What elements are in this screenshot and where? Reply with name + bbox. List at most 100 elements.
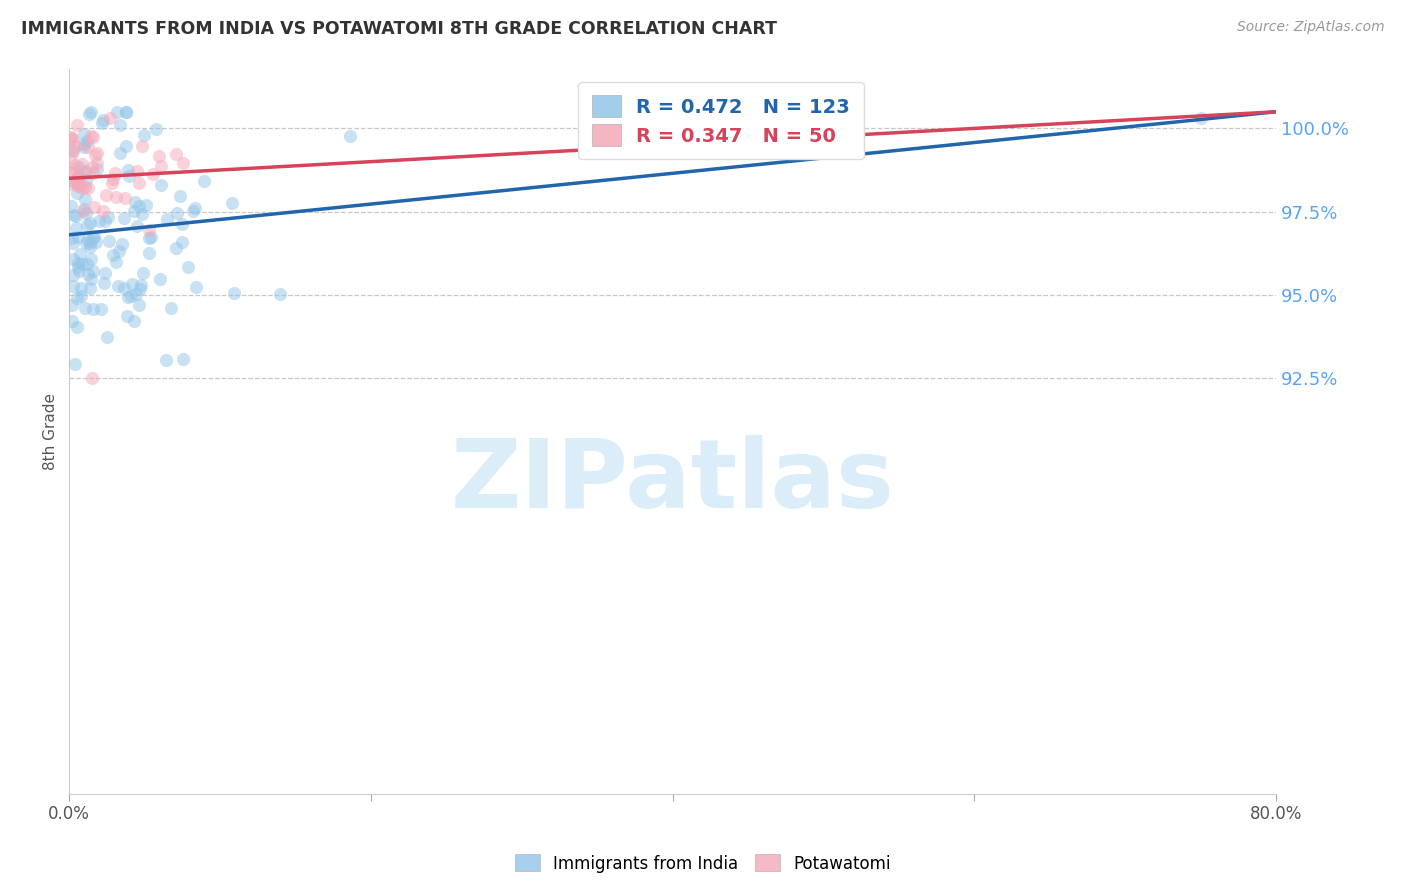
Point	[148, 149, 170, 163]
Point	[65, 158, 87, 172]
Point	[91, 112, 114, 127]
Point	[66, 118, 89, 132]
Legend: R = 0.472   N = 123, R = 0.347   N = 50: R = 0.472 N = 123, R = 0.347 N = 50	[578, 82, 863, 160]
Point	[62, 279, 84, 293]
Point	[112, 211, 135, 225]
Point	[142, 168, 165, 182]
Y-axis label: 8th Grade: 8th Grade	[44, 392, 58, 469]
Point	[139, 230, 162, 244]
Point	[118, 169, 141, 183]
Point	[107, 279, 129, 293]
Point	[70, 157, 93, 171]
Point	[73, 137, 96, 152]
Point	[80, 104, 103, 119]
Point	[60, 314, 83, 328]
Point	[122, 314, 145, 328]
Point	[76, 134, 98, 148]
Point	[75, 164, 97, 178]
Point	[83, 228, 105, 243]
Point	[75, 192, 97, 206]
Point	[128, 199, 150, 213]
Point	[75, 235, 97, 250]
Point	[86, 156, 108, 170]
Point	[166, 205, 188, 219]
Point	[67, 160, 90, 174]
Point	[155, 352, 177, 367]
Point	[63, 208, 86, 222]
Point	[97, 210, 120, 224]
Point	[156, 212, 179, 227]
Point	[145, 122, 167, 136]
Point	[60, 230, 83, 244]
Point	[93, 276, 115, 290]
Point	[98, 234, 121, 248]
Point	[89, 301, 111, 316]
Point	[63, 174, 86, 188]
Point	[129, 277, 152, 292]
Point	[65, 357, 87, 371]
Point	[75, 180, 97, 194]
Point	[66, 171, 89, 186]
Point	[75, 206, 97, 220]
Point	[66, 186, 89, 201]
Text: IMMIGRANTS FROM INDIA VS POTAWATOMI 8TH GRADE CORRELATION CHART: IMMIGRANTS FROM INDIA VS POTAWATOMI 8TH …	[21, 20, 778, 37]
Point	[60, 150, 83, 164]
Point	[117, 163, 139, 178]
Point	[138, 245, 160, 260]
Point	[62, 252, 84, 266]
Point	[84, 235, 107, 249]
Point	[67, 178, 90, 193]
Point	[111, 236, 134, 251]
Point	[84, 148, 107, 162]
Point	[131, 266, 153, 280]
Point	[77, 268, 100, 282]
Point	[224, 286, 246, 301]
Point	[65, 209, 87, 223]
Point	[79, 129, 101, 144]
Point	[93, 203, 115, 218]
Point	[105, 104, 128, 119]
Point	[76, 257, 98, 271]
Point	[149, 272, 172, 286]
Point	[60, 164, 83, 178]
Point	[83, 200, 105, 214]
Point	[125, 286, 148, 301]
Point	[62, 143, 84, 157]
Point	[159, 301, 181, 316]
Point	[80, 252, 103, 266]
Point	[149, 178, 172, 193]
Point	[105, 189, 128, 203]
Point	[169, 189, 191, 203]
Point	[60, 177, 83, 191]
Point	[73, 127, 96, 141]
Point	[128, 298, 150, 312]
Point	[80, 161, 103, 175]
Point	[75, 173, 97, 187]
Point	[98, 112, 121, 126]
Point	[193, 173, 215, 187]
Point	[65, 139, 87, 153]
Point	[172, 156, 194, 170]
Point	[79, 107, 101, 121]
Point	[103, 172, 125, 186]
Point	[115, 139, 138, 153]
Point	[170, 217, 193, 231]
Point	[104, 254, 127, 268]
Point	[60, 129, 83, 144]
Point	[172, 235, 194, 249]
Point	[67, 169, 90, 183]
Point	[121, 277, 143, 291]
Point	[69, 280, 91, 294]
Point	[82, 166, 104, 180]
Point	[73, 202, 96, 216]
Point	[67, 256, 90, 270]
Point	[165, 147, 187, 161]
Point	[115, 104, 138, 119]
Point	[82, 130, 104, 145]
Point	[62, 132, 84, 146]
Point	[82, 231, 104, 245]
Point	[117, 290, 139, 304]
Point	[73, 140, 96, 154]
Point	[73, 165, 96, 179]
Point	[138, 223, 160, 237]
